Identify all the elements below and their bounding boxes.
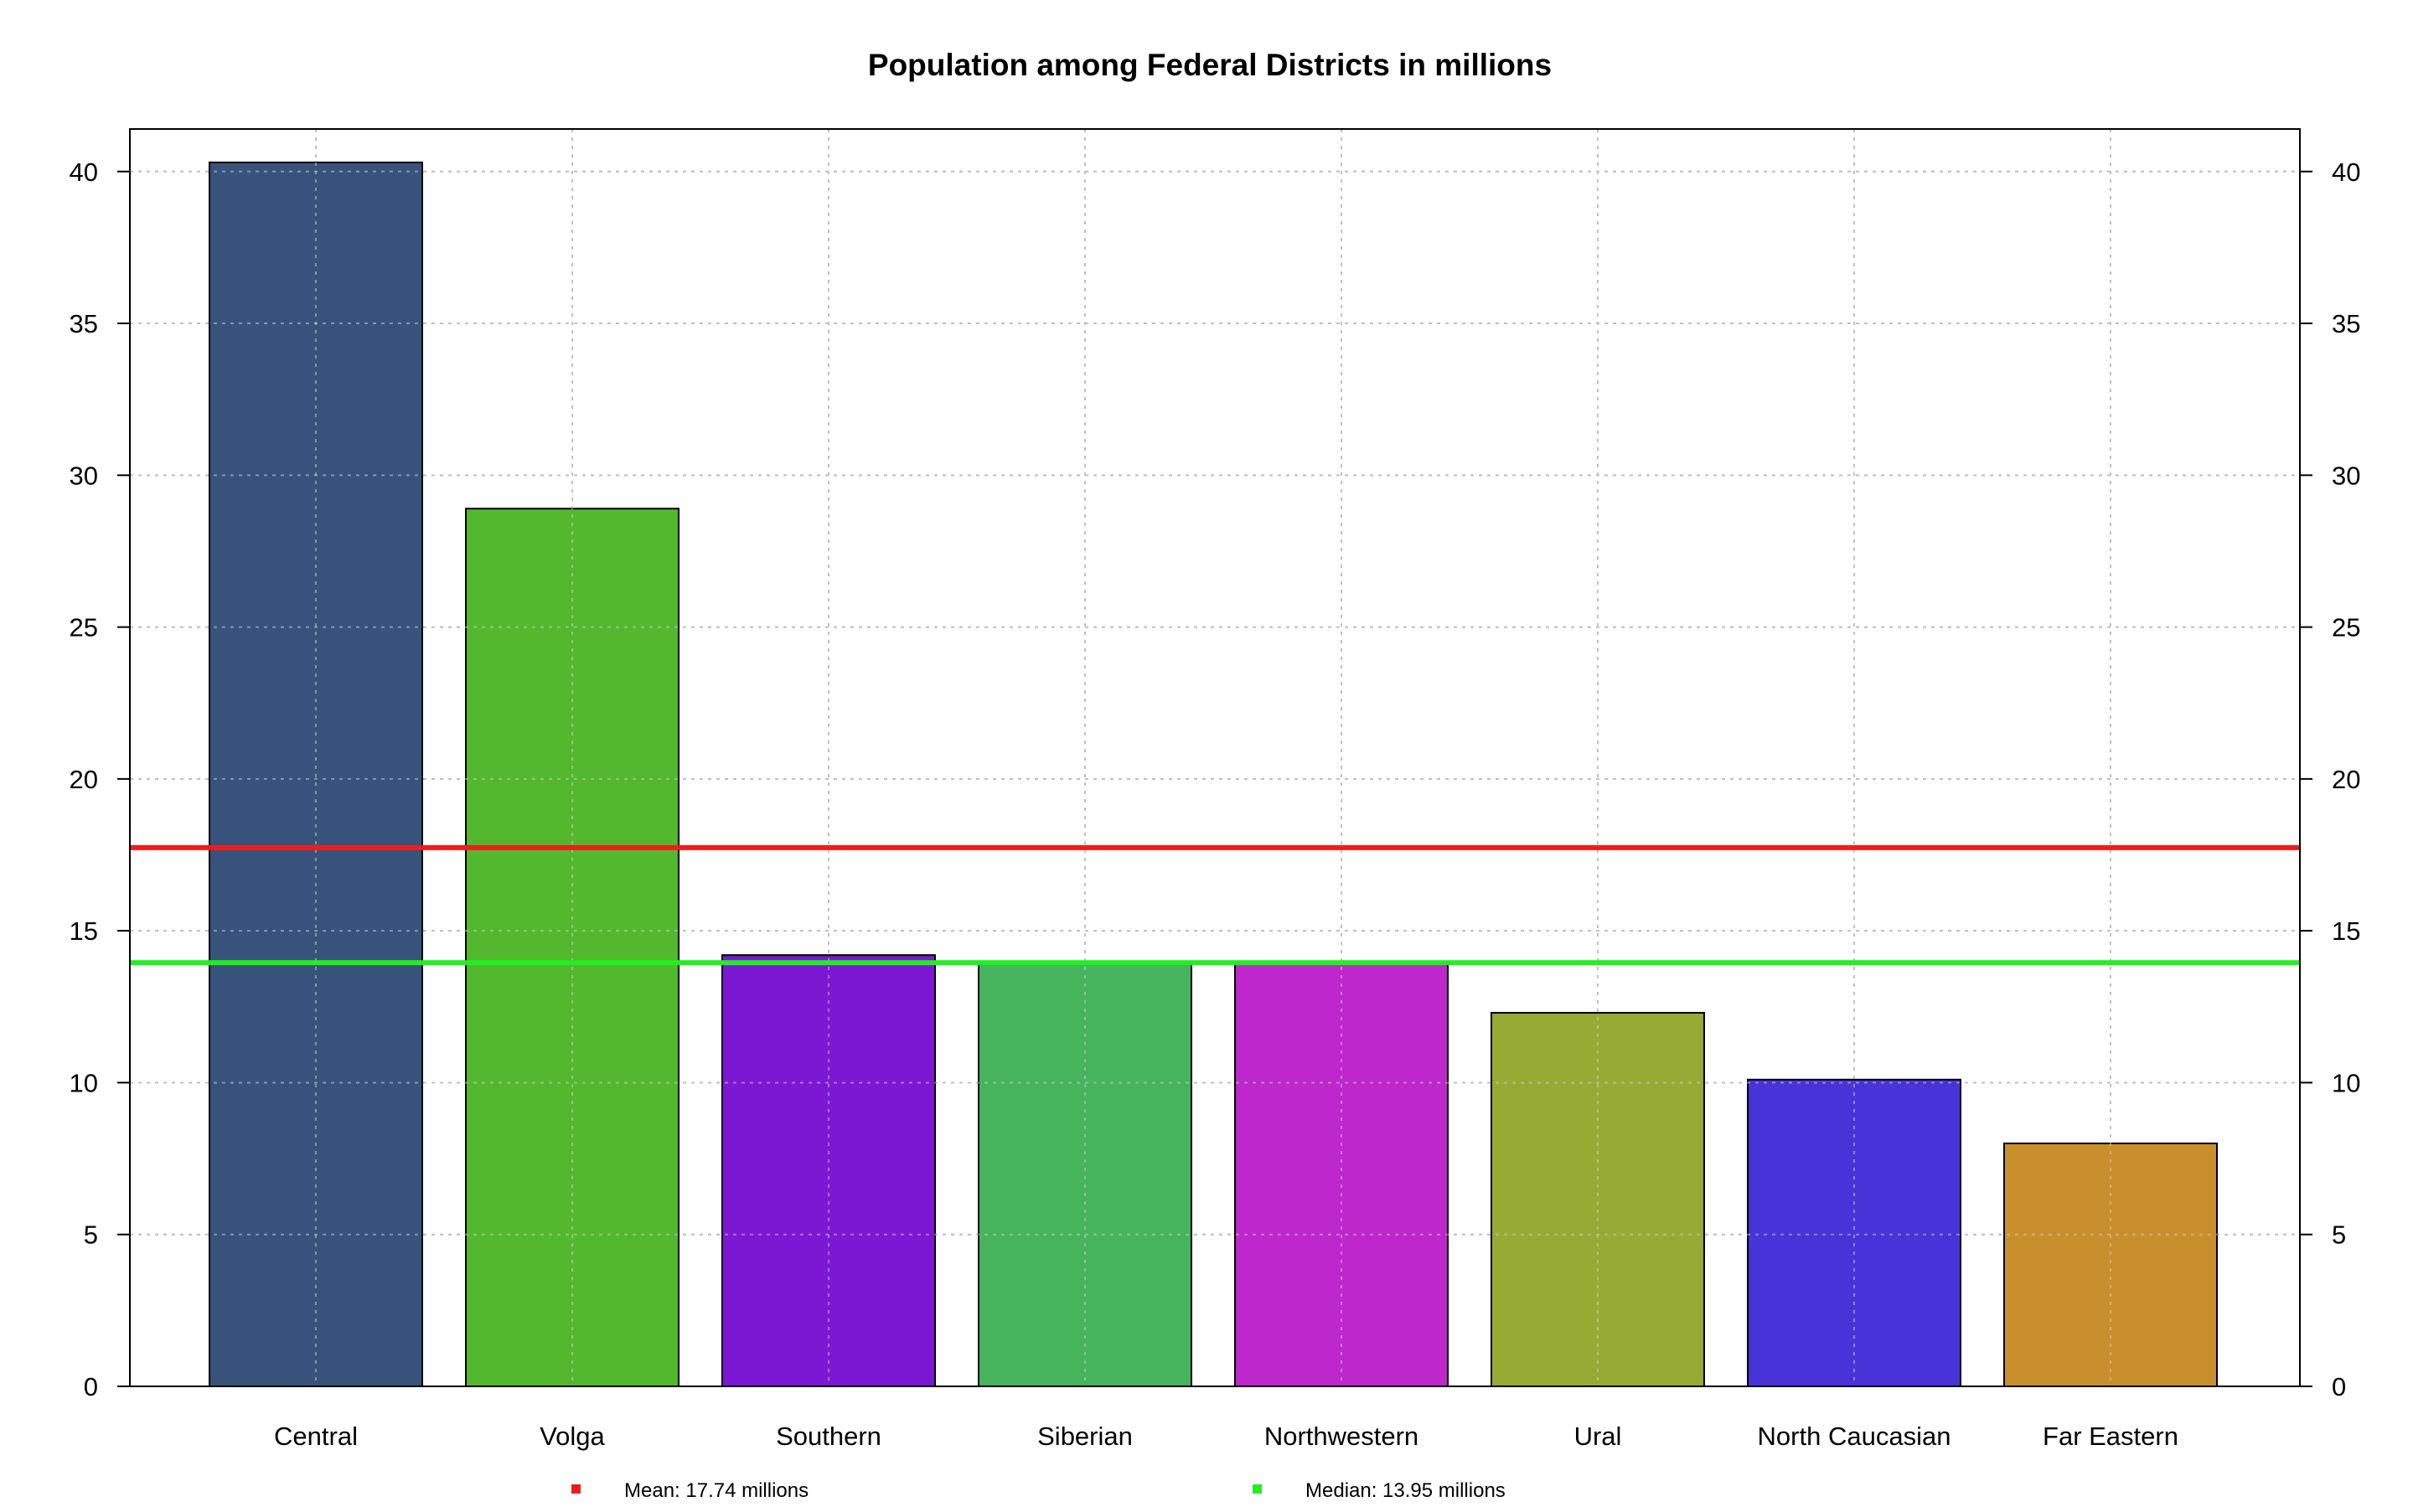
x-tick-label: Ural <box>1574 1422 1622 1451</box>
y-tick-label-left: 0 <box>84 1372 98 1401</box>
y-tick-label-right: 5 <box>2332 1220 2346 1250</box>
y-tick-label-right: 30 <box>2332 461 2360 490</box>
y-tick-label-right: 10 <box>2332 1068 2360 1097</box>
x-tick-label: Volga <box>540 1422 605 1451</box>
y-tick-label-left: 20 <box>70 765 98 794</box>
y-tick-label-right: 25 <box>2332 613 2360 642</box>
reference-line-layer <box>130 844 2300 966</box>
bar-volga <box>465 508 679 1388</box>
legend-label-mean: Mean: 17.74 millions <box>624 1479 809 1502</box>
legend-swatch-mean <box>571 1484 581 1494</box>
y-tick-label-right: 0 <box>2332 1372 2346 1401</box>
plot-frame <box>129 128 2301 1387</box>
legend-swatch-median <box>1253 1484 1262 1494</box>
x-tick-label: Northwestern <box>1264 1422 1418 1451</box>
chart-title: Population among Federal Districts in mi… <box>868 48 1552 82</box>
axis-layer: 0 0 5 5 10 10 15 15 20 20 25 25 30 30 35 35 40 40 <box>70 157 2361 1401</box>
x-tick-label: North Caucasian <box>1758 1422 1951 1451</box>
x-tick-label: Siberian <box>1037 1422 1133 1451</box>
y-tick-label-left: 15 <box>70 916 98 946</box>
y-tick-label-left: 35 <box>70 309 98 338</box>
y-tick-label-left: 10 <box>70 1068 98 1097</box>
category-label-layer: Central Volga Southern Siberian Northwestern… <box>274 1422 2178 1451</box>
legend-label-median: Median: 13.95 millions <box>1305 1479 1506 1502</box>
y-tick-label-right: 15 <box>2332 916 2360 946</box>
y-tick-label-right: 35 <box>2332 309 2360 338</box>
bar-layer <box>130 129 2300 1388</box>
x-tick-label: Central <box>274 1422 358 1451</box>
y-tick-label-right: 20 <box>2332 765 2360 794</box>
bar-north-caucasian <box>1747 1078 1961 1387</box>
y-tick-label-left: 40 <box>70 157 98 187</box>
bar-far-eastern <box>2003 1142 2218 1387</box>
y-tick-label-left: 5 <box>84 1220 98 1250</box>
y-tick-label-left: 25 <box>70 613 98 642</box>
x-tick-label: Far Eastern <box>2043 1422 2178 1451</box>
bar-ural <box>1491 1012 1705 1388</box>
x-tick-label: Southern <box>776 1422 881 1451</box>
y-tick-label-left: 30 <box>70 461 98 490</box>
y-tick-label-right: 40 <box>2332 157 2360 187</box>
legend: Mean: 17.74 millions Median: 13.95 millio… <box>571 1479 1506 1502</box>
